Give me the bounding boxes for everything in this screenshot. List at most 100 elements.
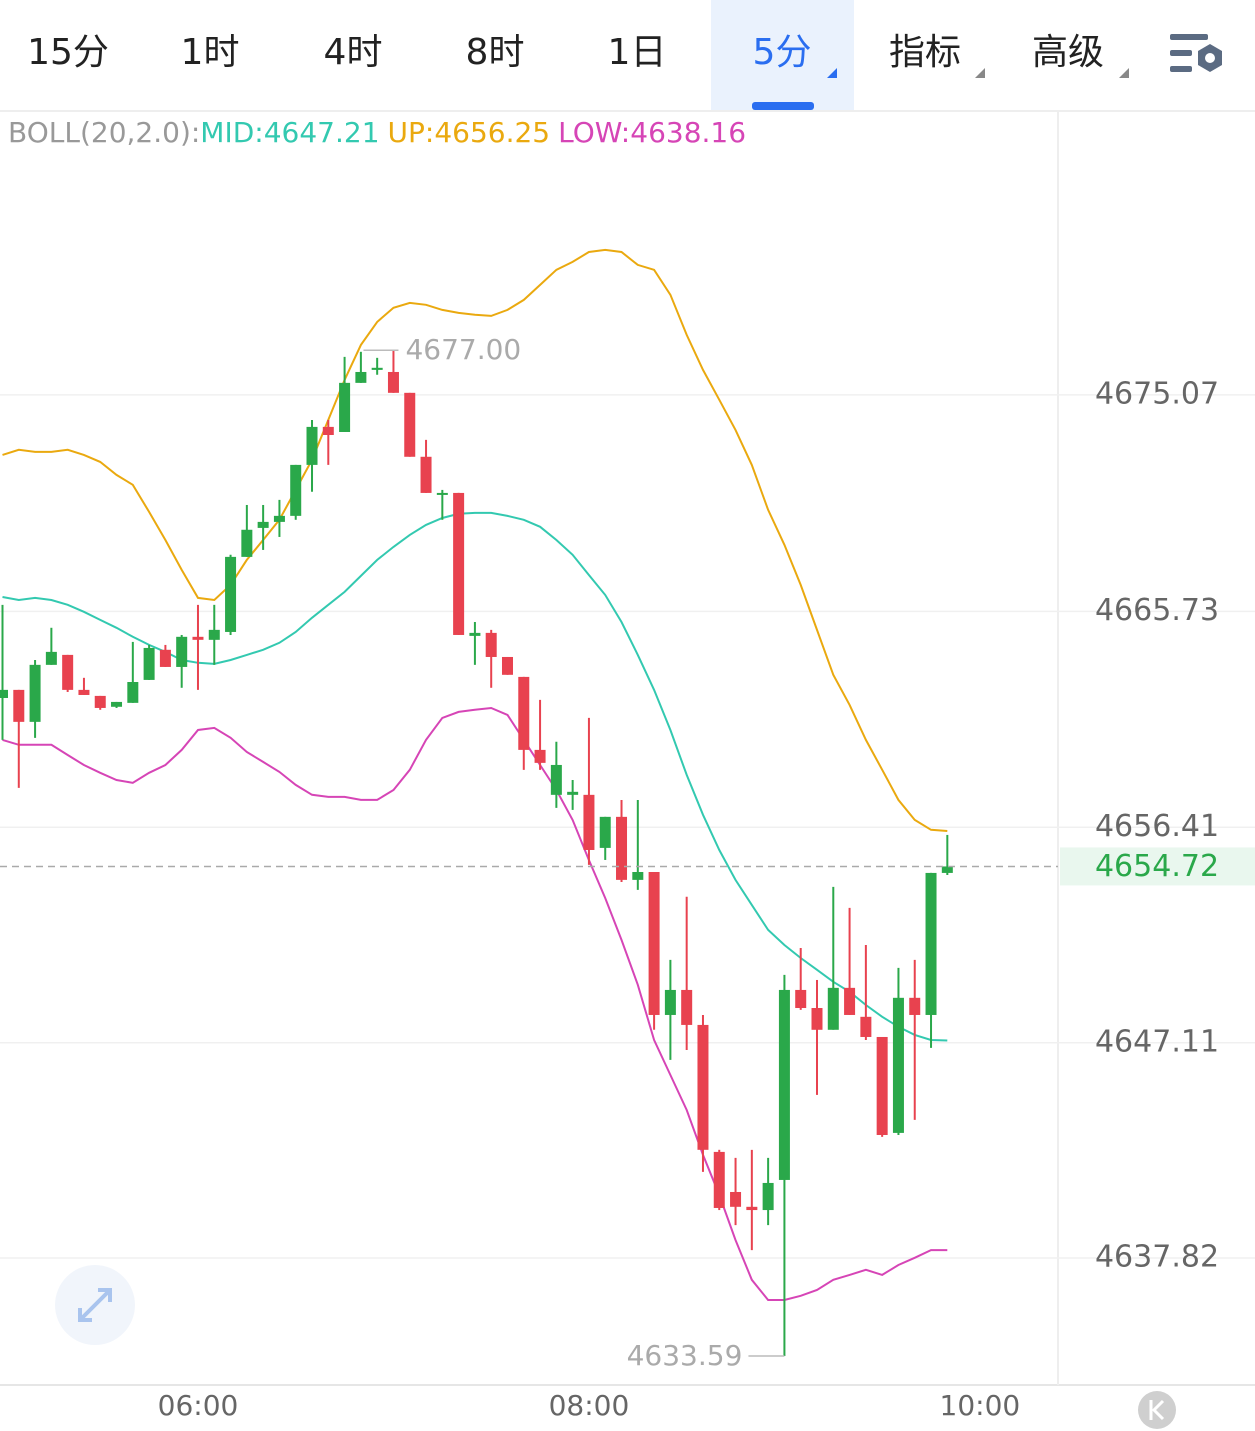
candle-body bbox=[355, 371, 367, 383]
candle-body bbox=[322, 426, 334, 435]
scroll-to-latest[interactable] bbox=[1138, 1391, 1176, 1429]
tab[interactable]: 高级 bbox=[1032, 32, 1104, 73]
button-bg bbox=[1138, 1391, 1176, 1429]
candle-body bbox=[420, 456, 432, 493]
legend-value: 4647.21 bbox=[264, 116, 380, 149]
candle-body bbox=[111, 701, 123, 707]
candle-body bbox=[550, 764, 562, 795]
tab[interactable]: 15分 bbox=[27, 32, 109, 73]
candle-body bbox=[453, 492, 465, 635]
candle-body bbox=[681, 989, 693, 1025]
tab[interactable]: 8时 bbox=[466, 32, 525, 73]
settings-icon[interactable] bbox=[1170, 34, 1222, 72]
candle-body bbox=[273, 515, 285, 522]
boll-line bbox=[2, 511, 948, 1042]
candle-body bbox=[257, 521, 269, 528]
candle-body bbox=[176, 636, 188, 667]
candle-body bbox=[404, 392, 416, 457]
candle-body bbox=[371, 367, 383, 370]
candle-body bbox=[892, 997, 904, 1133]
low-label: 4633.59 bbox=[627, 1339, 743, 1372]
tab-bar: 15分 1时 4时 8时 1日 5分 指标 高级 bbox=[27, 0, 1222, 110]
tab[interactable]: 4时 bbox=[324, 32, 383, 73]
candle-body bbox=[762, 1182, 774, 1211]
candle-body bbox=[827, 987, 839, 1030]
active-tab-bg bbox=[711, 0, 854, 110]
candle-body bbox=[876, 1036, 888, 1135]
legend-value: 4638.16 bbox=[630, 116, 746, 149]
icon-gear-hole bbox=[1205, 53, 1215, 63]
bollinger-bands bbox=[2, 248, 948, 1301]
legend-title: BOLL(20,2.0): bbox=[8, 116, 200, 149]
candle-body bbox=[143, 647, 155, 680]
candle-body bbox=[664, 989, 676, 1015]
candle-body bbox=[518, 676, 530, 750]
current-price-label: 4654.72 bbox=[1095, 849, 1219, 884]
candle-body bbox=[730, 1191, 742, 1207]
icon-bar bbox=[1170, 50, 1192, 56]
candle-body bbox=[632, 872, 644, 880]
candle-body bbox=[909, 997, 921, 1015]
candle-body bbox=[469, 632, 481, 636]
candle-body bbox=[811, 1008, 823, 1030]
icon-bar bbox=[1170, 66, 1192, 72]
tab[interactable]: 1时 bbox=[181, 32, 240, 73]
candle-body bbox=[713, 1151, 725, 1208]
candle-body bbox=[501, 656, 513, 675]
candle-body bbox=[225, 556, 237, 632]
candle-body bbox=[94, 695, 106, 708]
candle-body bbox=[78, 689, 90, 695]
candle-body bbox=[290, 464, 302, 516]
candle-body bbox=[599, 816, 611, 848]
tab[interactable]: 指标 bbox=[889, 32, 961, 73]
candle-body bbox=[241, 529, 253, 557]
candle-body bbox=[844, 987, 856, 1015]
icon-bar bbox=[1170, 34, 1208, 40]
candle-body bbox=[778, 989, 790, 1180]
dropdown-caret bbox=[975, 68, 985, 78]
expand-icon bbox=[78, 1288, 112, 1322]
expand-button[interactable] bbox=[55, 1265, 135, 1345]
candle-body bbox=[13, 689, 25, 722]
boll-line bbox=[2, 248, 948, 832]
legend-value: 4656.25 bbox=[434, 116, 550, 149]
dropdown-caret bbox=[827, 68, 837, 78]
overlay: 4677.00 4633.59 4654.72 bbox=[0, 333, 1255, 1372]
active-tab-underline bbox=[752, 102, 814, 110]
candle-body bbox=[339, 382, 351, 432]
candle-body bbox=[192, 636, 204, 640]
tab[interactable]: 1日 bbox=[608, 32, 667, 73]
candle-body bbox=[648, 872, 660, 1015]
candle-body bbox=[616, 816, 628, 880]
latest-icon bbox=[1149, 1399, 1165, 1421]
indicator-legend: BOLL(20,2.0):MID:4647.21 UP:4656.25 LOW:46… bbox=[8, 116, 746, 149]
y-tick-label: 4637.82 bbox=[1095, 1240, 1219, 1275]
current-price-bg bbox=[1060, 847, 1255, 886]
candle-body bbox=[925, 872, 937, 1015]
x-tick-label: 10:00 bbox=[940, 1389, 1021, 1422]
candle-body bbox=[387, 371, 399, 393]
y-tick-label: 4665.73 bbox=[1095, 593, 1219, 628]
tab[interactable]: 5分 bbox=[753, 32, 812, 73]
legend-name: LOW: bbox=[558, 116, 630, 149]
candle-body bbox=[697, 1024, 709, 1150]
candles bbox=[0, 350, 953, 1357]
candle-body bbox=[127, 682, 139, 703]
candle-body bbox=[795, 989, 807, 1009]
x-tick-label: 08:00 bbox=[549, 1389, 630, 1422]
boll-line bbox=[2, 706, 948, 1301]
candle-body bbox=[159, 649, 171, 667]
x-tick-label: 06:00 bbox=[158, 1389, 239, 1422]
candle-body bbox=[0, 689, 8, 698]
candle-body bbox=[941, 866, 953, 873]
candle-body bbox=[436, 492, 448, 495]
candle-body bbox=[583, 794, 595, 850]
grid: 4637.82 4647.11 4656.41 4665.73 4675.07 06:00… bbox=[0, 376, 1255, 1422]
legend-name: UP: bbox=[388, 116, 435, 149]
y-tick-label: 4647.11 bbox=[1095, 1024, 1219, 1059]
high-label: 4677.00 bbox=[405, 333, 521, 366]
candle-body bbox=[567, 791, 579, 795]
candle-body bbox=[29, 664, 41, 722]
